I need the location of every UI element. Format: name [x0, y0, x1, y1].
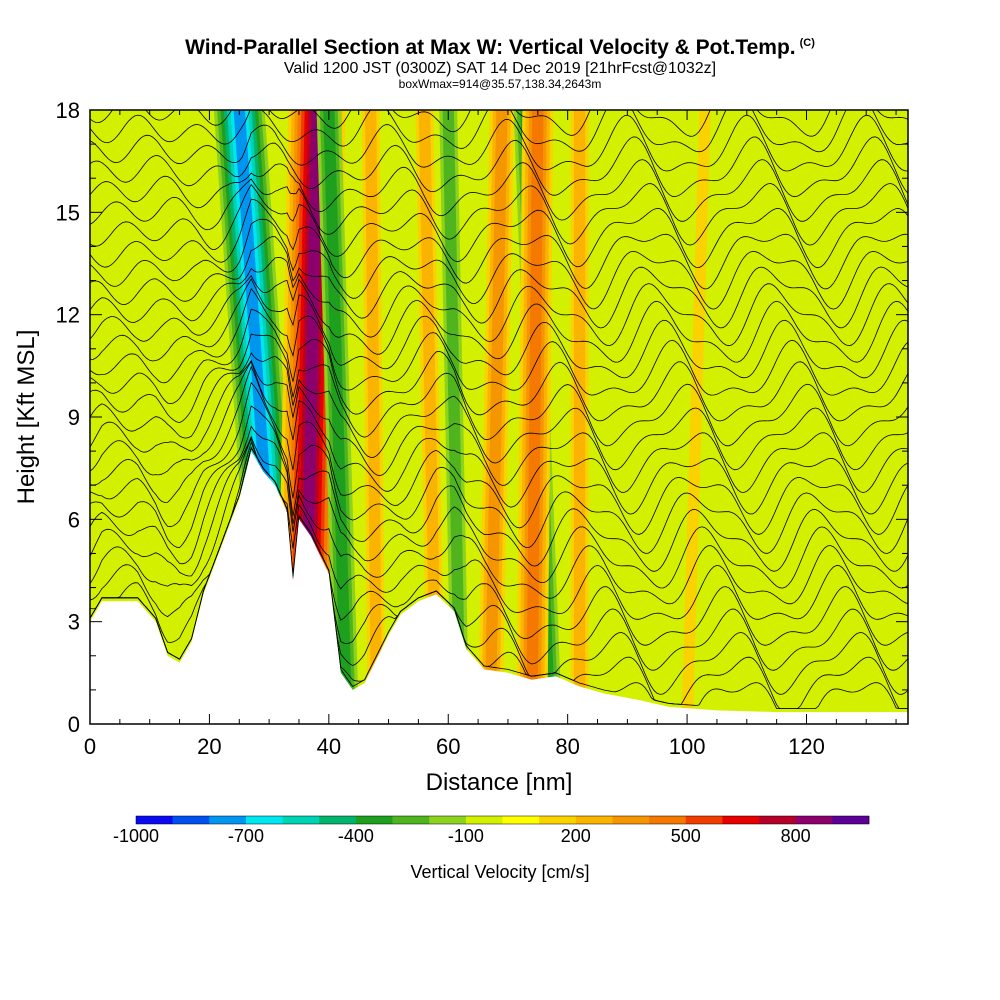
theta-contour	[90, 333, 908, 447]
w-band-level	[526, 110, 544, 724]
colorbar-swatch	[245, 816, 283, 824]
colorbar-swatch	[759, 816, 796, 824]
colorbar	[135, 815, 870, 825]
theta-contour	[90, 435, 908, 605]
x-tick-label: 60	[436, 734, 460, 759]
theta-contour	[90, 256, 908, 347]
x-tick-label: 100	[669, 734, 706, 759]
w-band	[516, 110, 554, 724]
colorbar-swatch	[282, 816, 320, 824]
y-tick-label: 0	[68, 712, 80, 737]
colorbar-tick-label: -700	[227, 826, 264, 846]
colorbar-tick-label: 800	[780, 826, 811, 846]
colorbar-swatch	[612, 816, 650, 824]
y-tick-label: 15	[56, 200, 80, 225]
colorbar-swatch	[795, 816, 833, 824]
colorbar-label: Vertical Velocity [cm/s]	[410, 862, 590, 882]
w-band-level	[364, 110, 383, 724]
colorbar-swatch	[575, 816, 613, 824]
y-tick-label: 3	[68, 610, 80, 635]
y-axis: 0 3 6 9 12 15 18	[56, 98, 908, 737]
w-band-level	[323, 110, 353, 724]
colorbar-swatch	[136, 816, 173, 824]
w-band	[316, 110, 359, 724]
theta-contour	[90, 352, 908, 471]
y-axis-label: Height [Kft MSL]	[13, 330, 40, 505]
colorbar-tick-label: -400	[337, 826, 374, 846]
colorbar-frame	[135, 815, 870, 825]
colorbar-swatch	[502, 816, 540, 824]
colorbar-swatch	[465, 816, 503, 824]
colorbar-swatch	[209, 816, 247, 824]
theta-contour	[90, 441, 908, 646]
chart-box-info: boxWmax=914@35.57,138.34,2643m	[398, 77, 602, 91]
colorbar-swatch	[722, 816, 760, 824]
colorbar-swatch	[429, 816, 467, 824]
colorbar-swatch	[355, 816, 393, 824]
y-tick-label: 9	[68, 405, 80, 430]
theta-contour	[90, 218, 908, 310]
colorbar-swatch	[649, 816, 687, 824]
colorbar-swatch	[832, 816, 870, 824]
terrain	[90, 451, 908, 724]
chart-title: Wind-Parallel Section at Max W: Vertical…	[185, 36, 815, 59]
y-tick-label: 18	[56, 98, 80, 123]
theta-contour	[90, 114, 908, 172]
theta-contour	[90, 308, 908, 422]
theta-contour	[90, 425, 908, 589]
x-axis: 0 20 40 60 80 100 120	[84, 110, 897, 759]
w-band-level	[681, 110, 711, 724]
colorbar-tick-label: 500	[670, 826, 701, 846]
theta-contour	[90, 183, 908, 269]
theta-contour	[90, 437, 908, 620]
theta-contour	[90, 178, 908, 246]
theta-contour	[90, 136, 908, 198]
x-tick-label: 0	[84, 734, 96, 759]
theta-contour	[90, 381, 908, 554]
colorbar-swatch	[685, 816, 723, 824]
theta-contour	[90, 236, 908, 329]
theta-contour	[90, 405, 908, 572]
theta-contour	[90, 198, 908, 290]
x-tick-label: 20	[197, 734, 221, 759]
w-band-level	[418, 110, 442, 724]
colorbar-swatch	[539, 816, 577, 824]
theta-contour	[90, 278, 908, 379]
copyright-mark: (C)	[799, 37, 815, 49]
x-tick-label: 80	[555, 734, 579, 759]
theta-contour	[90, 110, 908, 137]
theta-contour	[90, 288, 908, 396]
w-band	[439, 110, 470, 724]
x-tick-label: 40	[317, 734, 341, 759]
theta-contour	[90, 110, 908, 153]
w-band-level	[442, 110, 466, 724]
w-band-level	[573, 110, 586, 724]
theta-contour	[90, 274, 908, 363]
x-axis-label: Distance [nm]	[426, 769, 573, 796]
colorbar-tick-label: 200	[560, 826, 591, 846]
x-tick-label: 120	[788, 734, 825, 759]
colorbar-swatch	[172, 816, 210, 824]
colorbar-tick-label: -1000	[112, 826, 160, 846]
w-band	[415, 110, 446, 724]
w-band	[681, 110, 711, 724]
theta-contour	[90, 365, 908, 535]
theta-contour	[90, 159, 908, 222]
y-tick-label: 6	[68, 507, 80, 532]
chart-subtitle: Valid 1200 JST (0300Z) SAT 14 Dec 2019 […	[283, 60, 717, 77]
theta-contour	[90, 359, 908, 494]
theta-contours	[90, 110, 908, 709]
colorbar-swatch	[319, 816, 357, 824]
colorbar-swatch	[392, 816, 430, 824]
colorbar-tick-label: -100	[447, 826, 484, 846]
theta-contour	[90, 360, 908, 515]
y-tick-label: 12	[56, 303, 80, 328]
